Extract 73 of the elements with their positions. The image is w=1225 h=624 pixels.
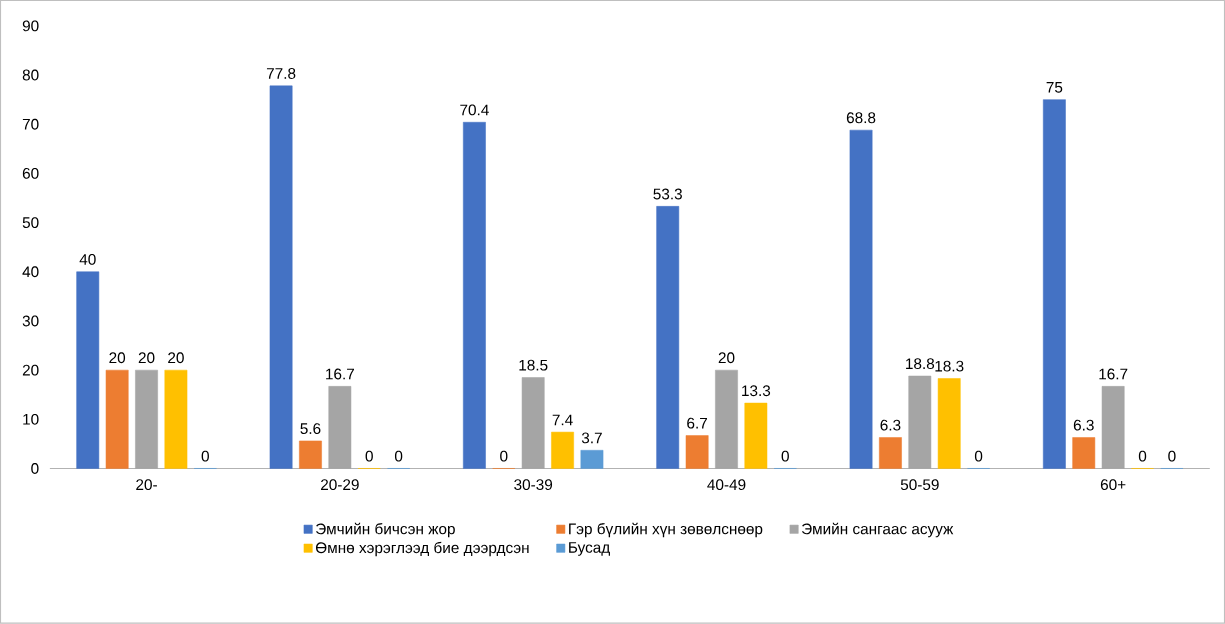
data-label: 18.8 bbox=[906, 358, 935, 370]
bar bbox=[135, 370, 158, 469]
legend-label: Гэр бүлийн хүн зөвөлснөөр bbox=[569, 522, 763, 538]
bar bbox=[1072, 437, 1096, 469]
bar bbox=[656, 206, 680, 469]
data-label: 18.5 bbox=[519, 359, 548, 371]
x-tick-label: 20- bbox=[136, 479, 157, 491]
bar bbox=[299, 440, 322, 469]
data-label: 6.7 bbox=[687, 417, 707, 429]
bar bbox=[269, 85, 293, 469]
y-tick-label: 20 bbox=[22, 364, 39, 376]
data-label: 0 bbox=[394, 450, 403, 462]
bar bbox=[76, 271, 100, 469]
bar bbox=[328, 386, 352, 469]
x-tick-label: 50-59 bbox=[900, 479, 939, 491]
y-tick-label: 80 bbox=[22, 69, 39, 81]
bar bbox=[1042, 99, 1066, 469]
y-tick-label: 60 bbox=[22, 168, 39, 179]
data-label: 0 bbox=[500, 450, 508, 462]
bar bbox=[463, 122, 486, 469]
data-label: 3.7 bbox=[581, 432, 602, 444]
data-label: 68.8 bbox=[846, 112, 876, 124]
data-label: 6.3 bbox=[1073, 419, 1094, 431]
data-label: 20 bbox=[109, 352, 126, 364]
bar bbox=[164, 370, 188, 469]
data-label: 75 bbox=[1046, 82, 1063, 93]
data-label: 40 bbox=[79, 254, 96, 265]
legend-label: Эмийн сангаас асууж bbox=[802, 522, 954, 538]
data-label: 0 bbox=[201, 450, 209, 462]
bar bbox=[1101, 386, 1125, 469]
legend-label: Өмнө хэрэглээд бие дээрдсэн bbox=[315, 541, 529, 557]
y-tick-label: 50 bbox=[22, 217, 39, 229]
data-label: 20 bbox=[138, 352, 155, 364]
y-tick-label: 0 bbox=[31, 463, 39, 475]
legend-label: Бусад bbox=[569, 542, 610, 557]
x-tick-label: 20-29 bbox=[321, 479, 359, 491]
bar bbox=[580, 450, 604, 469]
data-label: 0 bbox=[1168, 450, 1176, 462]
y-tick-label: 40 bbox=[22, 266, 39, 278]
x-tick-label: 30-39 bbox=[514, 479, 553, 491]
y-tick-label: 30 bbox=[22, 315, 39, 327]
bar bbox=[879, 437, 902, 469]
data-label: 0 bbox=[974, 450, 983, 462]
x-tick-label: 60+ bbox=[1100, 479, 1126, 491]
data-label: 0 bbox=[781, 450, 789, 462]
bar bbox=[105, 370, 129, 469]
bar bbox=[908, 375, 932, 469]
data-label: 0 bbox=[1138, 450, 1147, 462]
x-tick-label: 40-49 bbox=[707, 479, 746, 491]
bar bbox=[937, 378, 961, 469]
data-label: 77.8 bbox=[266, 68, 296, 80]
bar bbox=[685, 435, 709, 469]
data-label: 13.3 bbox=[742, 385, 771, 397]
bar bbox=[551, 431, 574, 469]
bar bbox=[521, 377, 545, 469]
data-label: 53.3 bbox=[653, 188, 682, 200]
data-label: 16.7 bbox=[1099, 368, 1128, 380]
data-label: 20 bbox=[718, 352, 735, 364]
legend-label: Эмчийн бичсэн жор bbox=[316, 522, 455, 538]
data-label: 20 bbox=[168, 352, 184, 364]
data-label: 5.6 bbox=[300, 423, 321, 435]
data-label: 7.4 bbox=[552, 414, 573, 426]
y-tick-label: 70 bbox=[22, 118, 39, 130]
data-label: 70.4 bbox=[460, 104, 489, 116]
data-label: 18.3 bbox=[935, 360, 964, 372]
data-label: 6.3 bbox=[880, 419, 901, 431]
data-label: 16.7 bbox=[326, 368, 354, 380]
y-tick-label: 10 bbox=[23, 414, 39, 425]
bar bbox=[849, 130, 873, 469]
data-label: 0 bbox=[365, 450, 373, 462]
bar bbox=[744, 402, 768, 469]
bar bbox=[715, 370, 738, 469]
y-tick-label: 90 bbox=[22, 20, 39, 32]
